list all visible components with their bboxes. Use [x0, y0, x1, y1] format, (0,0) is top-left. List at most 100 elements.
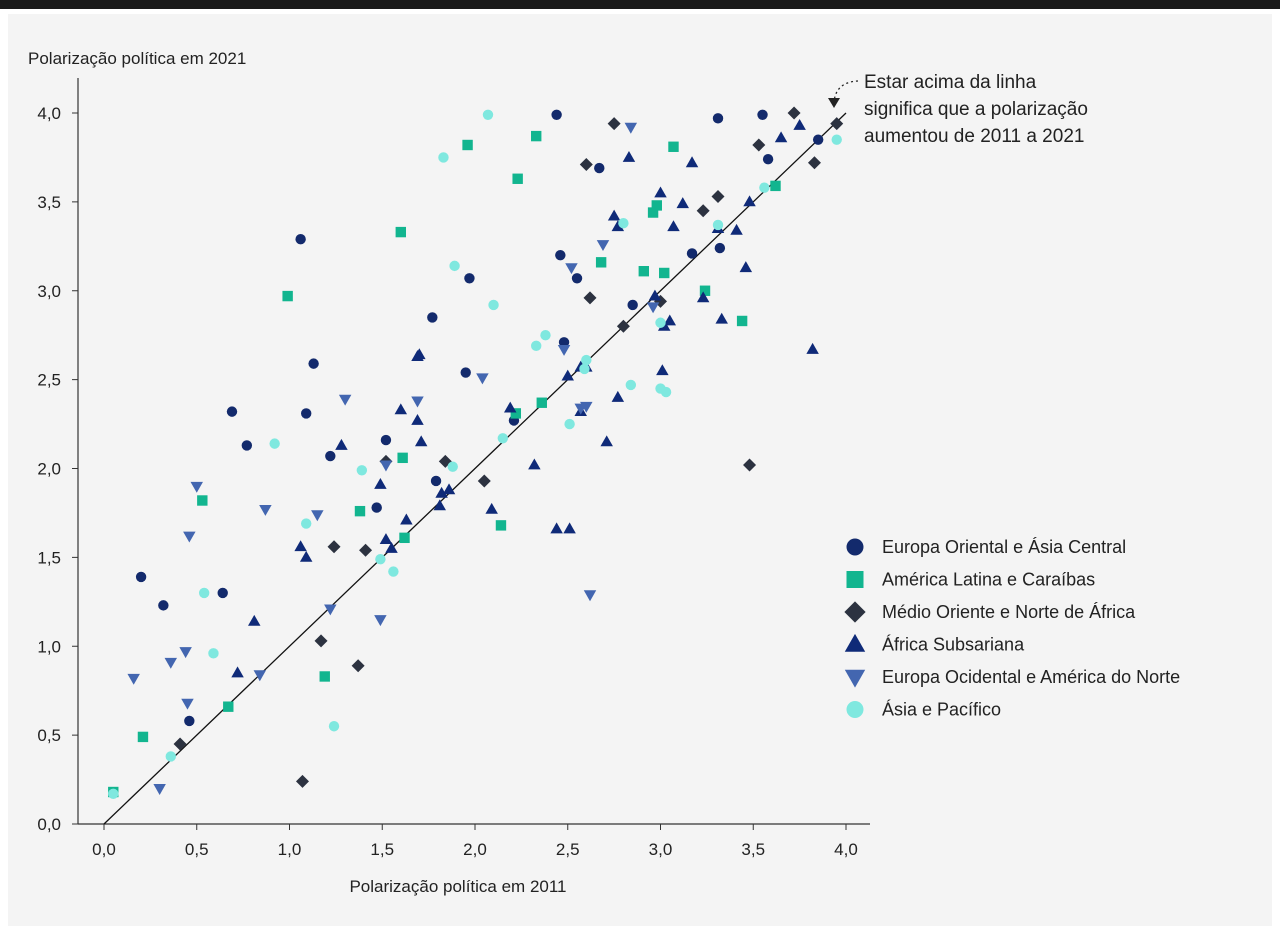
- x-tick-label: 1,5: [370, 840, 394, 859]
- data-point-series-6: [208, 648, 219, 659]
- data-point-series-4: [299, 550, 313, 562]
- x-tick-label: 1,0: [278, 840, 302, 859]
- data-point-series-6: [579, 363, 590, 375]
- data-point-series-5: [374, 615, 387, 627]
- data-point-series-4: [696, 291, 710, 303]
- data-point-series-1: [762, 154, 774, 165]
- data-point-series-2: [462, 139, 473, 151]
- data-point-series-4: [442, 483, 456, 495]
- data-point-series-4: [743, 195, 756, 207]
- data-point-series-4: [414, 435, 428, 447]
- data-point-series-2: [223, 701, 234, 712]
- data-point-series-5: [179, 647, 192, 659]
- data-point-series-5: [253, 670, 267, 682]
- data-point-series-4: [793, 118, 806, 130]
- data-point-series-1: [430, 475, 442, 487]
- data-point-series-6: [625, 379, 637, 391]
- x-tick-label: 0,5: [185, 840, 209, 859]
- legend-label-1: Europa Oriental e Ásia Central: [882, 537, 1126, 557]
- data-point-series-2: [651, 200, 662, 211]
- data-point-series-1: [712, 113, 724, 124]
- legend-marker-2: [846, 571, 864, 588]
- data-point-series-3: [830, 117, 844, 131]
- data-point-series-2: [647, 207, 659, 218]
- data-point-series-2: [531, 130, 542, 142]
- data-point-series-3: [743, 458, 757, 472]
- data-point-series-4: [730, 223, 743, 235]
- data-point-series-1: [551, 109, 562, 120]
- data-point-series-1: [217, 587, 228, 599]
- data-point-series-1: [135, 571, 147, 583]
- legend-marker-1: [846, 538, 864, 556]
- axes: [77, 78, 870, 825]
- data-point-series-6: [356, 465, 368, 476]
- data-point-series-4: [435, 486, 448, 498]
- data-point-series-1: [158, 600, 169, 611]
- annotation: Estar acima da linha significa que a pol…: [828, 72, 1088, 147]
- data-point-series-4: [676, 197, 689, 209]
- annotation-line-2: significa que a polarização: [864, 99, 1088, 120]
- data-point-series-5: [379, 460, 393, 472]
- data-point-series-5: [259, 504, 272, 516]
- data-point-series-2: [354, 505, 366, 517]
- data-point-series-5: [596, 240, 610, 252]
- data-point-series-6: [300, 518, 312, 529]
- data-point-series-1: [371, 502, 382, 513]
- data-point-series-1: [308, 358, 319, 369]
- data-point-series-4: [806, 342, 819, 354]
- scatter-chart: Polarização política em 2021 Polarização…: [28, 49, 1180, 896]
- data-point-series-5: [411, 396, 424, 408]
- data-point-series-2: [197, 495, 208, 506]
- data-point-series-5: [311, 510, 324, 522]
- data-point-series-4: [379, 533, 393, 545]
- data-point-series-2: [770, 180, 781, 192]
- data-point-series-2: [699, 285, 711, 296]
- data-point-series-5: [565, 263, 578, 275]
- data-point-series-4: [374, 477, 387, 489]
- annotation-line-3: aumentou de 2011 a 2021: [864, 126, 1084, 147]
- reference-line: [103, 112, 847, 825]
- data-point-series-4: [561, 369, 574, 381]
- data-point-series-4: [611, 390, 625, 402]
- annotation-line-1: Estar acima da linha: [864, 72, 1037, 93]
- data-point-series-6: [618, 218, 629, 229]
- data-point-series-1: [627, 299, 638, 311]
- data-point-series-3: [579, 158, 593, 172]
- data-point-series-4: [411, 414, 424, 425]
- data-point-series-5: [153, 784, 166, 795]
- chart-panel: Polarização política em 2021 Polarização…: [8, 14, 1272, 926]
- data-point-series-3: [351, 659, 365, 673]
- data-point-series-6: [108, 788, 119, 799]
- data-point-series-1: [295, 234, 306, 245]
- data-point-series-3: [616, 319, 630, 333]
- data-point-series-3: [295, 774, 309, 788]
- data-point-series-4: [485, 502, 498, 514]
- data-point-series-6: [165, 751, 176, 762]
- legend-marker-5: [844, 669, 866, 688]
- data-point-series-4: [433, 499, 446, 511]
- data-point-series-5: [646, 302, 660, 314]
- data-point-series-2: [399, 532, 410, 544]
- y-tick-label: 3,5: [37, 193, 61, 212]
- data-point-series-1: [757, 109, 768, 120]
- legend-marker-4: [844, 633, 866, 652]
- data-point-series-6: [759, 182, 770, 193]
- data-point-series-5: [190, 481, 203, 493]
- y-tick-label: 1,5: [37, 548, 61, 567]
- data-point-series-6: [564, 418, 575, 430]
- data-point-series-4: [656, 364, 669, 376]
- ticks: 0,0 0,5 1,0 1,5 2,0 2,5 3,0 3,5 4,0 0,0 0,5 1,0 1,5 2…: [37, 104, 857, 859]
- data-points: [108, 106, 844, 799]
- data-point-series-6: [328, 721, 340, 732]
- data-point-series-1: [812, 134, 824, 145]
- data-point-series-1: [594, 162, 605, 174]
- top-rule: [0, 0, 1280, 9]
- y-tick-label: 4,0: [37, 104, 61, 123]
- data-point-series-3: [807, 156, 821, 170]
- x-tick-label: 2,0: [463, 840, 487, 859]
- data-point-series-6: [449, 260, 460, 272]
- data-point-series-4: [654, 186, 667, 198]
- x-tick-label: 3,5: [741, 840, 765, 859]
- data-point-series-5: [183, 531, 196, 543]
- data-point-series-4: [335, 438, 348, 450]
